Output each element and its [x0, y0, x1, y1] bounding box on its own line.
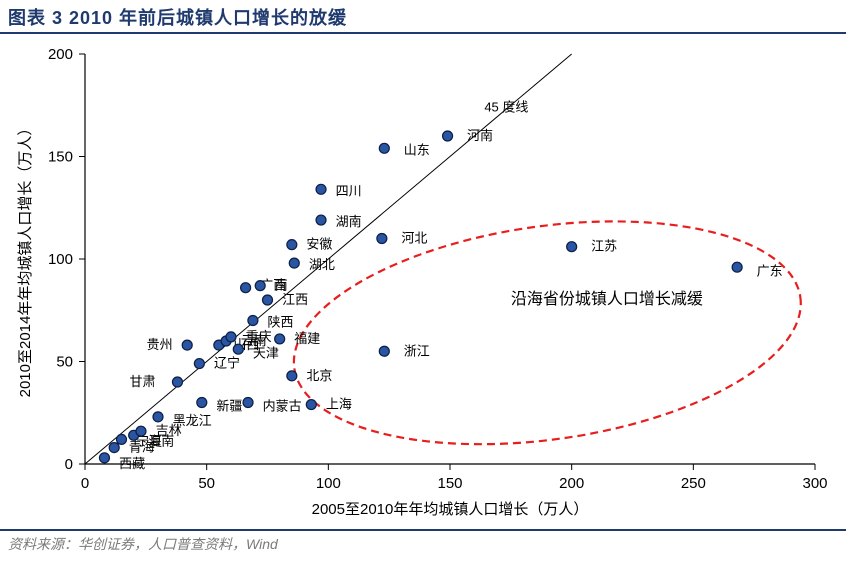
data-point-label: 上海: [326, 397, 352, 412]
source-text: 资料来源：华创证券，人口普查资料，Wind: [0, 536, 278, 552]
data-point-label: 新疆: [216, 399, 242, 414]
data-point: [172, 377, 182, 387]
data-point-label: 河北: [401, 231, 427, 246]
footer-bar: 资料来源：华创证券，人口普查资料，Wind: [0, 529, 846, 554]
data-point: [316, 184, 326, 194]
x-tick-label: 50: [198, 475, 215, 492]
scatter-chart: 0 50 100 150 200 250 300 0 50 100 150 200 2005至2010年…: [0, 34, 846, 529]
data-point: [287, 240, 297, 250]
y-tick-label: 200: [48, 46, 73, 63]
data-point: [306, 400, 316, 410]
data-point: [241, 283, 251, 293]
figure-title: 图表 3 2010 年前后城镇人口增长的放缓: [8, 8, 347, 28]
data-point-label: 福建: [294, 331, 320, 346]
data-point: [226, 332, 236, 342]
data-point-label: 天津: [253, 345, 279, 360]
data-point-label: 黑龙江: [173, 413, 212, 428]
x-tick-label: 150: [437, 475, 462, 492]
data-point-label: 湖南: [336, 214, 362, 229]
data-point: [153, 412, 163, 422]
data-point: [255, 281, 265, 291]
data-point-label: 河南: [467, 128, 493, 143]
data-point: [99, 453, 109, 463]
data-point-label: 山东: [404, 142, 430, 157]
x-tick-label: 0: [81, 475, 89, 492]
data-point: [316, 215, 326, 225]
data-point: [287, 371, 297, 381]
data-point-label: 湖北: [309, 257, 335, 272]
data-point-label: 四川: [336, 183, 362, 198]
data-point-label: 贵州: [147, 337, 173, 352]
data-point: [197, 398, 207, 408]
data-point-label: 广东: [757, 263, 783, 278]
data-point-label: 江西: [282, 292, 308, 307]
x-tick-label: 100: [316, 475, 341, 492]
data-point: [443, 131, 453, 141]
x-tick-label: 250: [681, 475, 706, 492]
x-tick-label: 200: [559, 475, 584, 492]
data-point: [136, 426, 146, 436]
data-point: [233, 344, 243, 354]
annotation-ellipse: [279, 192, 815, 474]
data-point-label: 甘肃: [130, 374, 156, 389]
data-point-label: 西藏: [119, 456, 145, 471]
data-point: [117, 434, 127, 444]
data-point: [109, 443, 119, 453]
reference-line-label: 45 度线: [484, 99, 528, 114]
data-point-label: 南: [275, 278, 288, 293]
y-tick-label: 150: [48, 149, 73, 166]
data-point: [732, 262, 742, 272]
annotation-text: 沿海省份城镇人口增长减缓: [511, 290, 703, 308]
data-point: [182, 340, 192, 350]
data-point: [248, 316, 258, 326]
figure-container: 图表 3 2010 年前后城镇人口增长的放缓 0 50 100 150 200 250 30…: [0, 0, 846, 563]
data-point: [243, 398, 253, 408]
data-point: [377, 234, 387, 244]
x-tick-label: 300: [802, 475, 827, 492]
data-point: [567, 242, 577, 252]
data-point-label: 浙江: [404, 343, 430, 358]
y-axis-label: 2010至2014年年均城镇人口增长（万人）: [17, 121, 34, 398]
data-point: [275, 334, 285, 344]
y-tick-label: 100: [48, 251, 73, 268]
data-point: [289, 258, 299, 268]
data-point-label: 重庆: [246, 329, 272, 344]
y-tick-label: 0: [65, 456, 73, 473]
data-point-label: 北京: [306, 368, 332, 383]
data-point-label: 辽宁: [214, 356, 240, 371]
data-point: [379, 346, 389, 356]
data-point-label: 内蒙古: [263, 399, 302, 414]
data-point: [379, 143, 389, 153]
data-point-label: 江苏: [591, 239, 617, 254]
data-point: [263, 295, 273, 305]
y-tick-label: 50: [56, 354, 73, 371]
data-point: [194, 359, 204, 369]
data-point-label: 安徽: [306, 237, 332, 252]
x-axis-label: 2005至2010年年均城镇人口增长（万人）: [312, 501, 589, 518]
title-bar: 图表 3 2010 年前后城镇人口增长的放缓: [0, 0, 846, 34]
data-point-label: 陕西: [268, 315, 294, 330]
chart-area: 0 50 100 150 200 250 300 0 50 100 150 200 2005至2010年…: [0, 34, 846, 529]
